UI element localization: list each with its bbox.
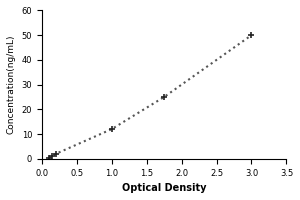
Y-axis label: Concentration(ng/mL): Concentration(ng/mL) bbox=[7, 35, 16, 134]
X-axis label: Optical Density: Optical Density bbox=[122, 183, 206, 193]
